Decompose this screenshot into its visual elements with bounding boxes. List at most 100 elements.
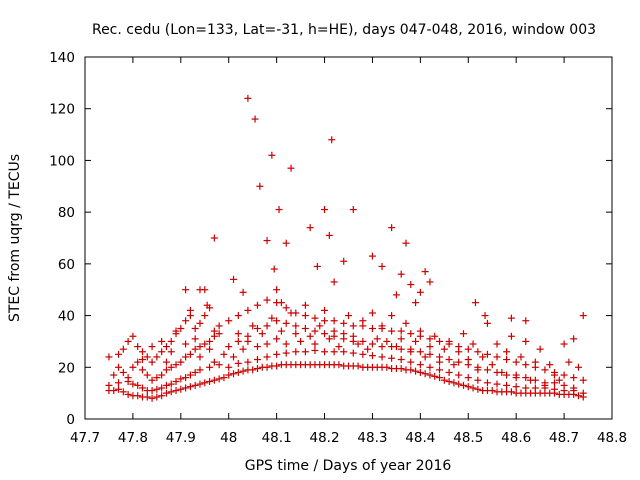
data-point [124,374,132,382]
data-point [230,275,238,283]
data-point [177,375,185,383]
data-point [579,389,587,397]
x-tick-label: 48.6 [501,430,531,446]
data-point [273,362,281,370]
data-point [321,330,329,338]
data-point [311,346,319,354]
data-point [138,348,146,356]
data-point [115,350,123,358]
data-point [301,301,309,309]
data-point [507,332,515,340]
data-point [225,343,233,351]
x-tick-label: 48.5 [453,430,483,446]
data-point [574,363,582,371]
data-point [206,378,214,386]
data-point [191,368,199,376]
data-point [368,309,376,317]
data-point [345,312,352,320]
data-point [412,299,420,307]
data-point [388,224,396,232]
data-point [182,286,190,294]
y-tick-label: 100 [49,153,75,169]
data-point [143,393,151,401]
data-point [349,349,357,357]
data-point [201,379,209,387]
data-point [493,380,501,388]
data-point [321,206,329,214]
x-axis: 47.7 47.8 47.9 48 48.1 48.2 48.3 48.4 48.5 48.6 48… [70,57,627,446]
data-point [416,327,424,335]
data-point [263,363,271,371]
plot-frame [84,56,613,420]
data-point [330,317,338,325]
data-point [273,317,281,325]
data-point [464,345,472,353]
data-point [186,350,194,358]
data-point [230,370,238,378]
data-point [244,358,252,366]
x-axis-label: GPS time / Days of year 2016 [245,458,452,474]
data-point [215,330,223,338]
data-point [191,381,199,389]
data-point [426,363,434,371]
data-point [522,374,530,382]
data-point [560,371,568,379]
data-point [368,352,376,360]
data-point [162,343,170,351]
data-point [455,348,463,356]
data-point [340,348,348,356]
data-point [129,363,137,371]
x-tick-label: 48.8 [597,430,627,446]
data-point [263,296,271,304]
data-point [407,358,415,366]
data-point [225,317,233,325]
data-point [325,231,333,239]
data-point [124,337,132,345]
data-point [253,325,261,332]
data-point [167,348,175,356]
data-point [330,348,338,356]
data-point [177,358,185,366]
data-point [340,257,348,265]
data-point [464,383,472,391]
data-point [392,291,400,299]
x-tick-label: 48 [220,430,237,446]
data-point [364,345,372,353]
data-point [153,374,161,382]
data-point [436,374,444,382]
data-point [574,392,582,400]
data-point [138,384,146,392]
data-point [311,327,319,335]
data-point [483,350,491,358]
data-point [273,286,281,294]
data-point [388,327,396,335]
data-point [498,368,506,376]
data-point [392,343,400,351]
data-point [191,345,199,353]
data-point [450,361,458,369]
data-point [148,358,156,366]
data-point [479,353,487,361]
y-tick-label: 20 [58,360,75,376]
data-point [440,376,448,384]
data-point [397,327,405,335]
data-point [196,353,204,361]
data-point [349,332,357,340]
data-point [517,353,525,361]
data-point [282,304,290,312]
data-point [201,340,209,348]
data-point [210,358,218,366]
data-point [445,378,453,386]
data-points [105,94,587,402]
data-point [282,349,290,357]
data-point [455,358,463,366]
data-point [503,371,511,379]
data-point [253,301,261,309]
data-point [297,337,305,345]
data-point [488,361,496,369]
data-point [215,361,223,369]
data-point [416,368,424,376]
data-point [258,330,266,338]
data-point [282,340,290,348]
